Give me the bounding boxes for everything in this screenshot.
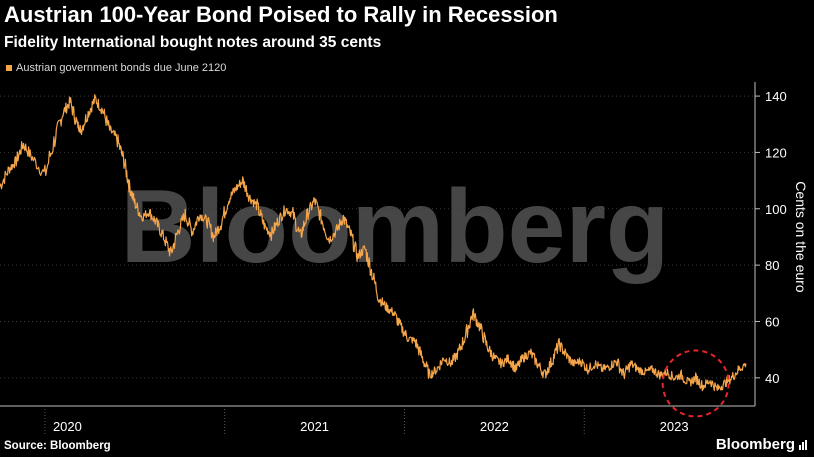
source-note: Source: Bloomberg	[4, 440, 111, 452]
x-tick-label: 2020	[53, 419, 82, 434]
series-line	[0, 94, 747, 392]
brand-logo: Bloomberg	[716, 436, 808, 453]
bar-chart-icon	[799, 439, 807, 450]
legend-swatch	[6, 65, 12, 71]
watermark-text: Bloomberg	[121, 169, 670, 285]
x-tick-label: 2021	[300, 419, 329, 434]
y-tick-label: 60	[765, 314, 779, 329]
y-tick-label: 80	[765, 258, 779, 273]
y-tick-label: 40	[765, 371, 779, 386]
legend: Austrian government bonds due June 2120	[6, 62, 226, 74]
y-tick-label: 120	[765, 145, 787, 160]
x-tick-label: 2023	[660, 419, 689, 434]
x-tick-label: 2022	[480, 419, 509, 434]
legend-label: Austrian government bonds due June 2120	[16, 62, 227, 74]
chart-subtitle: Fidelity International bought notes arou…	[4, 34, 382, 51]
chart-title: Austrian 100-Year Bond Poised to Rally i…	[4, 2, 558, 27]
y-axis-title: Cents on the euro	[793, 181, 809, 293]
y-tick-label: 140	[765, 89, 787, 104]
brand-text: Bloomberg	[715, 436, 795, 453]
y-tick-label: 100	[765, 202, 787, 217]
annotation-circle	[661, 349, 730, 418]
